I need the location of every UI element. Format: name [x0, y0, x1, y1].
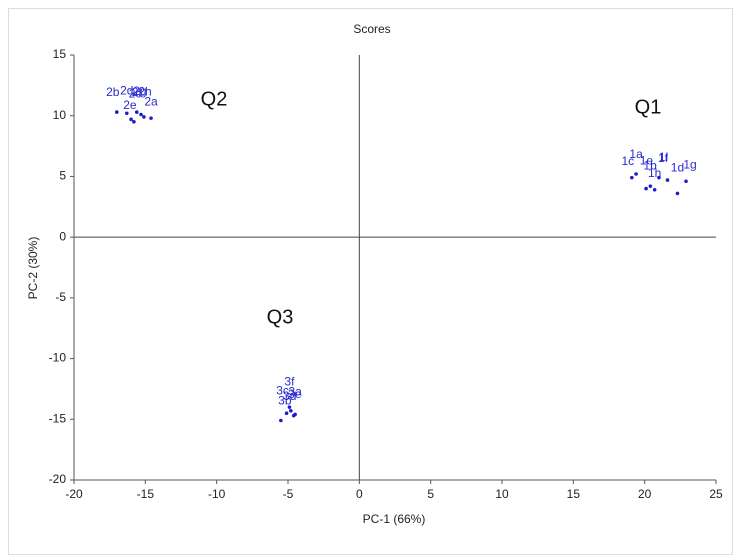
point	[279, 418, 283, 423]
x-tick-label: 20	[638, 487, 652, 501]
x-tick-label: 5	[427, 487, 434, 501]
point	[648, 184, 653, 188]
point-label: 1a	[629, 147, 643, 161]
point-label: 2c	[129, 87, 142, 101]
point-label: 3e	[288, 387, 302, 401]
point-label: 3c	[276, 383, 289, 397]
chart-title: Scores	[353, 22, 390, 36]
y-tick-label: 10	[53, 108, 67, 122]
point	[142, 115, 146, 119]
point-label: 3d	[283, 389, 296, 403]
point	[644, 186, 648, 191]
x-tick-label: 25	[709, 487, 723, 501]
point-label: 1e	[640, 153, 654, 167]
point	[134, 110, 139, 114]
quadrant-label: Q2	[201, 88, 228, 110]
y-tick-label: 15	[53, 47, 67, 61]
point-label: 2e	[123, 98, 137, 112]
y-tick-label: 5	[59, 169, 66, 183]
y-tick-label: -15	[49, 411, 67, 425]
point	[665, 178, 670, 182]
point	[289, 408, 293, 413]
x-tick-label: -5	[283, 487, 294, 501]
point-label: 3f	[284, 374, 295, 388]
point-label: 2f	[132, 85, 143, 99]
y-tick-label: -20	[49, 472, 67, 486]
point	[652, 187, 657, 192]
point-label: 2g	[133, 84, 146, 98]
x-tick-label: -20	[65, 487, 83, 501]
y-tick-label: 0	[59, 229, 66, 243]
point	[287, 405, 292, 409]
point	[293, 412, 297, 417]
point-label: 3b	[278, 394, 292, 408]
point-label: 1i	[659, 150, 668, 164]
point	[284, 411, 289, 416]
point	[149, 116, 153, 120]
point-label: 2b	[106, 85, 120, 99]
point-label: 1b	[643, 159, 657, 173]
quadrant-label: Q1	[635, 96, 662, 118]
point	[115, 110, 119, 114]
y-tick-label: -5	[55, 290, 66, 304]
point-label: 3a	[288, 385, 302, 399]
y-axis-label: PC-2 (30%)	[26, 237, 40, 300]
x-axis-label: PC-1 (66%)	[363, 512, 426, 526]
x-tick-label: 10	[495, 487, 509, 501]
point	[634, 172, 638, 176]
point-label: 1c	[621, 154, 634, 168]
point	[129, 117, 133, 122]
x-tick-label: 0	[356, 487, 363, 501]
point-label: 1g	[683, 157, 696, 171]
point	[139, 112, 143, 117]
point-label: 2h	[138, 85, 151, 99]
x-tick-label: -15	[137, 487, 155, 501]
x-tick-label: -10	[208, 487, 226, 501]
frame	[8, 8, 733, 555]
point-label: 1d	[671, 161, 684, 175]
point	[675, 191, 680, 196]
x-tick-label: 15	[567, 487, 581, 501]
quadrant-label: Q3	[267, 306, 294, 328]
point-label: 1f	[658, 151, 669, 165]
point	[657, 175, 661, 180]
point	[684, 179, 688, 184]
point	[630, 175, 634, 180]
point-label: 2a	[144, 94, 158, 108]
y-tick-label: -10	[49, 351, 67, 365]
point	[124, 111, 129, 116]
point	[132, 119, 136, 124]
point-label: 2d	[120, 83, 133, 97]
